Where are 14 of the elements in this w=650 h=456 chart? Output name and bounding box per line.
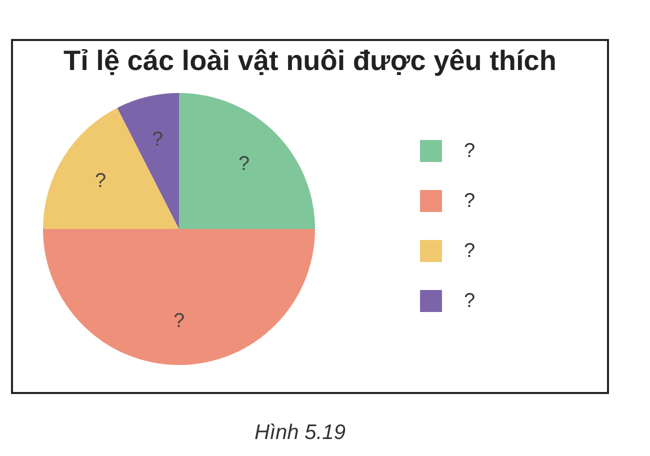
text: Hình 5.19 (254, 421, 346, 444)
slice-label: ? (152, 128, 164, 151)
legend-label: ? (464, 140, 476, 162)
pie-slice (179, 93, 315, 229)
pie-slice (43, 229, 315, 365)
slice-label: ? (173, 310, 185, 332)
slice-label: ? (238, 152, 250, 175)
chart-title: Tỉ lệ các loài vật nuôi được yêu thích (64, 45, 556, 76)
pie-slice (117, 93, 179, 229)
legend-label: ? (464, 190, 476, 212)
legend-label: ? (464, 240, 476, 262)
legend-label: ? (464, 290, 476, 312)
pie-slice (43, 108, 179, 229)
slice-label: ? (94, 170, 106, 192)
